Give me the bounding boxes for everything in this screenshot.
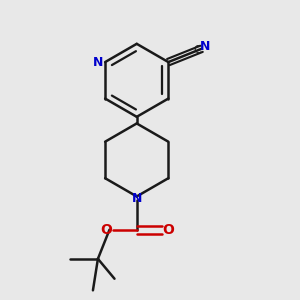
Text: O: O (162, 223, 174, 237)
Text: O: O (100, 223, 112, 237)
Text: C: C (194, 45, 201, 55)
Text: N: N (200, 40, 211, 53)
Text: N: N (93, 56, 103, 69)
Text: N: N (131, 192, 142, 205)
